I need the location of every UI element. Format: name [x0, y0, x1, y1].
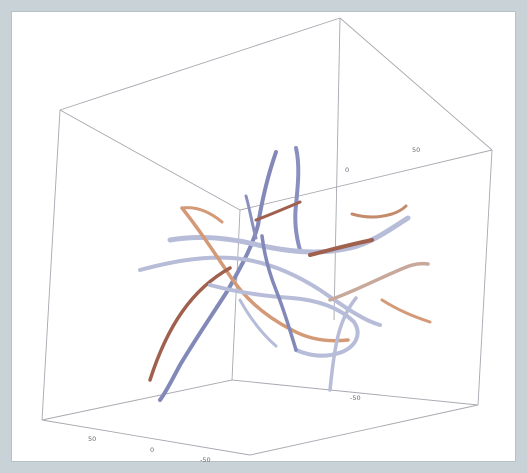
- box-edge: [339, 17, 493, 151]
- strand: [244, 194, 258, 240]
- strand: [260, 234, 298, 352]
- box-edge: [59, 17, 341, 111]
- box-edge: [41, 109, 61, 421]
- box-edge: [41, 379, 233, 421]
- tick-label-bottom: 0: [150, 446, 154, 454]
- strand: [148, 266, 232, 382]
- strand: [308, 238, 374, 257]
- strand: [328, 296, 358, 392]
- box-edge: [477, 149, 493, 406]
- strand: [180, 206, 350, 343]
- tick-label-top: 50: [412, 146, 420, 154]
- tick-label-bottom: 50: [88, 435, 96, 443]
- box-edge: [333, 17, 341, 321]
- vector-strands: [138, 146, 432, 402]
- bounding-box: [41, 17, 493, 456]
- strand: [293, 146, 302, 252]
- box-edge: [231, 209, 241, 381]
- tick-label-top: 0: [345, 166, 349, 174]
- strand: [208, 283, 360, 358]
- tick-label-bottom: -50: [200, 456, 211, 464]
- box-edge: [239, 149, 493, 211]
- strand: [167, 215, 411, 255]
- strand: [328, 261, 430, 302]
- box-edge: [41, 419, 251, 456]
- box-edge: [59, 109, 241, 211]
- strand: [238, 298, 278, 348]
- strand: [180, 206, 224, 224]
- strand: [254, 200, 302, 222]
- box-edge: [249, 404, 479, 456]
- box-edge: [231, 379, 479, 406]
- strand: [380, 298, 432, 324]
- axis-ticks: 0 50 -50 50 0 -50: [88, 146, 420, 464]
- tick-label-middle: -50: [350, 394, 361, 402]
- strand: [350, 204, 408, 219]
